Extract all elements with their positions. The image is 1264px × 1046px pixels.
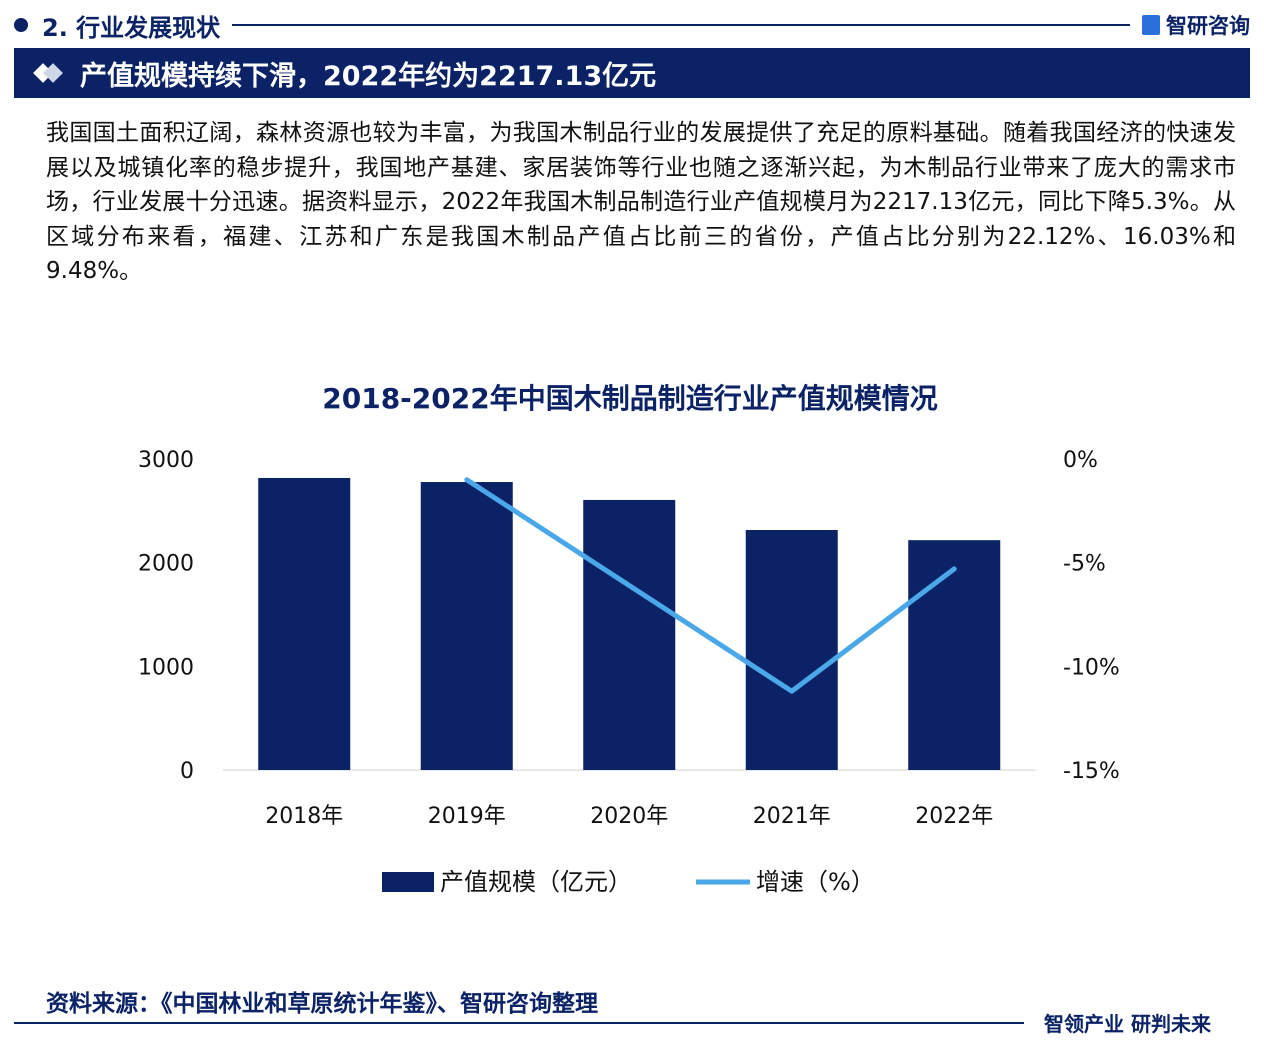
section-title: 2. 行业发展现状 (42, 13, 221, 42)
y-right-tick-label: -5% (1063, 552, 1106, 577)
y-right-tick-label: -15% (1063, 759, 1120, 784)
growth-line (464, 477, 957, 694)
x-tick-label: 2021年 (753, 804, 831, 829)
banner-title: 产值规模持续下滑，2022年约为2217.13亿元 (80, 60, 657, 92)
brand-name: 智研咨询 (1166, 14, 1250, 38)
bullet-icon (14, 18, 28, 32)
x-tick-label: 2020年 (590, 804, 668, 829)
title-banner: 产值规模持续下滑，2022年约为2217.13亿元 (14, 48, 1250, 98)
source-note: 资料来源：《中国林业和草原统计年鉴》、智研咨询整理 (46, 991, 598, 1017)
y-right-tick-label: 0% (1063, 448, 1098, 473)
footer-divider (14, 1022, 1024, 1024)
slogan: 智领产业 研判未来 (1044, 1012, 1211, 1036)
brand-logo-icon (1142, 15, 1160, 35)
chart-title: 2018-2022年中国木制品制造行业产值规模情况 (322, 382, 937, 415)
body-paragraph: 我国国土面积辽阔，森林资源也较为丰富，为我国木制品行业的发展提供了充足的原料基础… (46, 120, 1236, 284)
y-left-tick-label: 2000 (138, 552, 194, 577)
bar (420, 482, 513, 770)
bar (745, 530, 838, 770)
legend-bar-label: 产值规模（亿元） (440, 868, 632, 896)
legend-line-label: 增速（%） (756, 868, 875, 896)
bar (583, 499, 676, 770)
bar (908, 540, 1001, 770)
y-left-tick-label: 1000 (138, 655, 194, 680)
section-header: 2. 行业发展现状 智研咨询 (14, 8, 1250, 42)
legend-bar-swatch (382, 872, 434, 892)
y-right-tick-label: -10% (1063, 655, 1120, 680)
x-tick-label: 2019年 (428, 804, 506, 829)
y-left-tick-label: 0 (180, 759, 194, 784)
x-tick-label: 2022年 (915, 804, 993, 829)
x-tick-label: 2018年 (265, 804, 343, 829)
divider (232, 24, 1130, 26)
bar (258, 477, 351, 770)
brand-logo: 智研咨询 (1142, 10, 1250, 40)
y-left-tick-label: 3000 (138, 448, 194, 473)
